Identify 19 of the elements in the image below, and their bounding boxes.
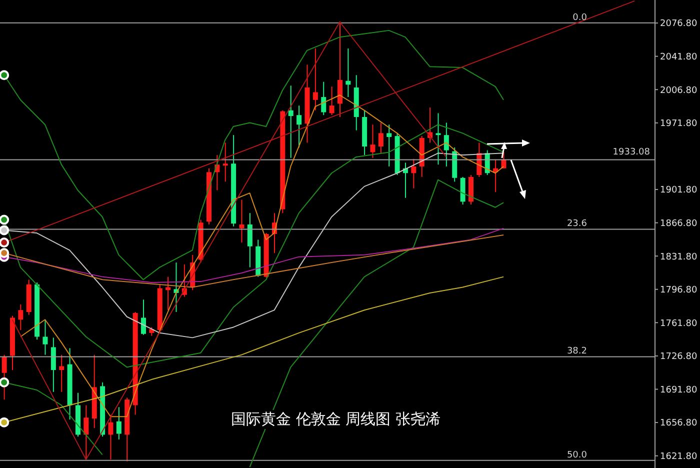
annotation: 38.2 xyxy=(566,346,587,357)
y-tick-label: 1831.80 xyxy=(660,252,698,262)
y-tick-label: 1621.80 xyxy=(660,452,698,462)
y-tick-label: 1761.80 xyxy=(660,318,698,329)
annotation: 50.0 xyxy=(566,450,588,460)
annotation: 23.6 xyxy=(566,219,588,230)
y-tick-label: 2076.80 xyxy=(660,19,698,30)
annotation: 国际黄金 伦敦金 周线图 张尧浠 xyxy=(228,410,444,429)
annotation: 0.0 xyxy=(572,12,588,23)
y-tick-label: 2006.80 xyxy=(660,86,698,96)
y-tick-label: 1901.80 xyxy=(660,186,698,196)
y-tick-label: 1866.80 xyxy=(660,218,698,229)
y-tick-label: 1796.80 xyxy=(660,286,698,296)
y-tick-label: 1691.80 xyxy=(660,385,698,396)
ref-line-label: 1933.08 xyxy=(612,148,650,158)
y-tick-label: 1726.80 xyxy=(660,352,698,362)
y-tick-label: 1656.80 xyxy=(660,418,698,429)
y-tick-label: 1971.80 xyxy=(660,119,698,130)
y-tick-label: 2041.80 xyxy=(660,52,698,63)
